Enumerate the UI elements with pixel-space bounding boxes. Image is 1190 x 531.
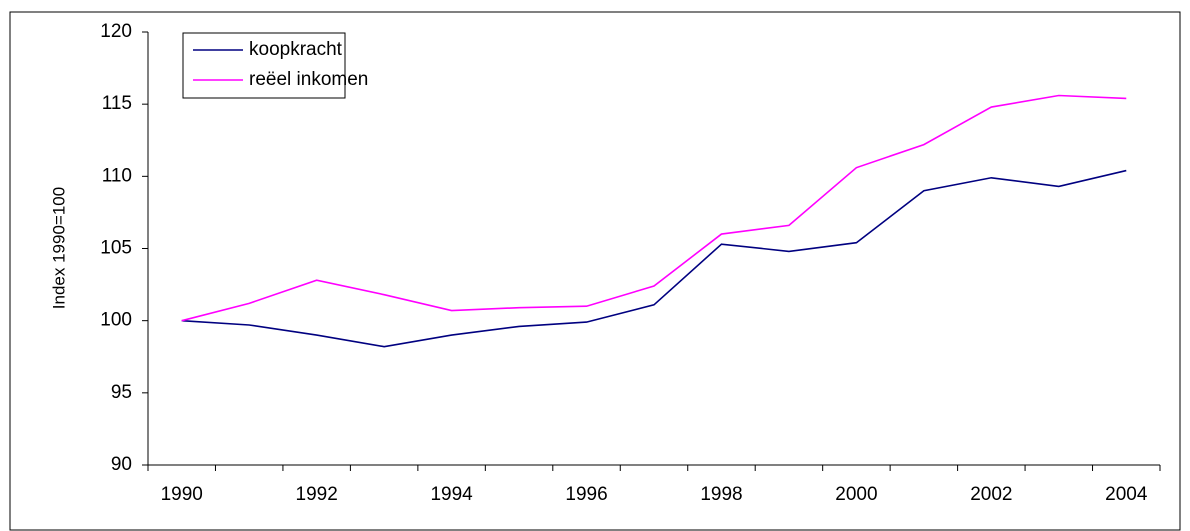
x-tick-label: 1990 [161,484,203,505]
legend-box [182,32,346,99]
x-tick-label: 1994 [430,484,473,505]
legend-label: reëel inkomen [249,69,368,90]
y-tick-label: 95 [111,382,132,403]
x-tick-label: 2002 [970,484,1012,505]
y-tick-label: 110 [102,165,132,186]
y-tick-label: 90 [111,454,132,475]
x-tick-label: 2004 [1105,484,1148,505]
y-tick-label: 105 [100,238,132,259]
x-tick-label: 1992 [296,484,338,505]
line-series [181,94,1127,322]
y-tick-label: 100 [100,310,132,331]
line-series [181,169,1127,348]
y-axis-label: Index 1990=100 [49,187,68,309]
x-tick-label: 1998 [700,484,742,505]
legend-label: koopkracht [249,39,343,60]
x-tick-label: 2000 [835,484,877,505]
y-tick-label: 120 [100,21,132,42]
x-tick-label: 1996 [565,484,607,505]
y-tick-label: 115 [102,93,132,114]
